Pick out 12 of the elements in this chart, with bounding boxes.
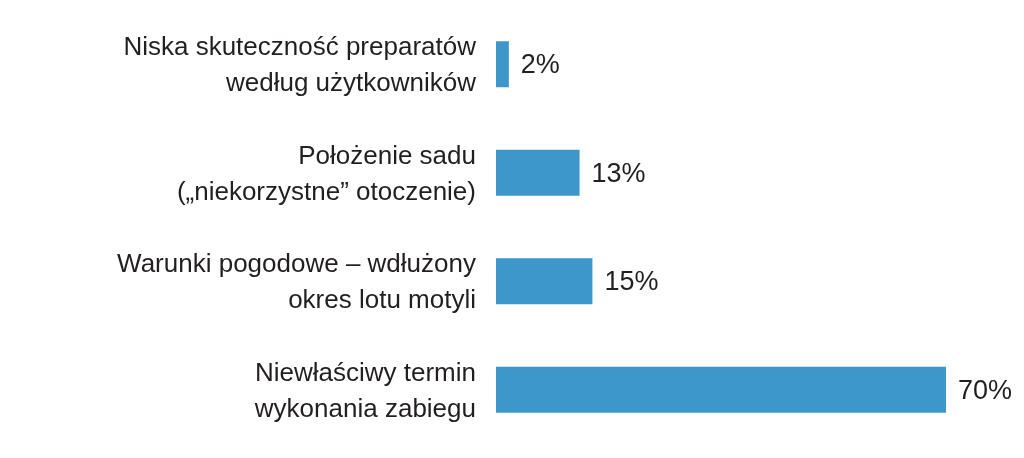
y-tick-label: Położenie sadu („niekorzystne” otoczenie) xyxy=(176,139,476,206)
data-label: 15% xyxy=(604,266,659,297)
data-label: 2% xyxy=(520,49,560,80)
bar xyxy=(496,149,580,196)
y-tick-label: Niewłaściwy termin wykonania zabiegu xyxy=(253,356,476,423)
bar xyxy=(496,366,946,413)
data-label: 70% xyxy=(958,374,1013,405)
bar xyxy=(496,258,593,305)
y-tick-label: Niska skuteczność preparatów według użytkowników xyxy=(123,31,477,98)
data-label: 13% xyxy=(591,157,646,188)
bar xyxy=(496,41,509,88)
y-tick-label: Warunki pogodowe – wdłużony okres lotu motyli xyxy=(117,248,476,315)
